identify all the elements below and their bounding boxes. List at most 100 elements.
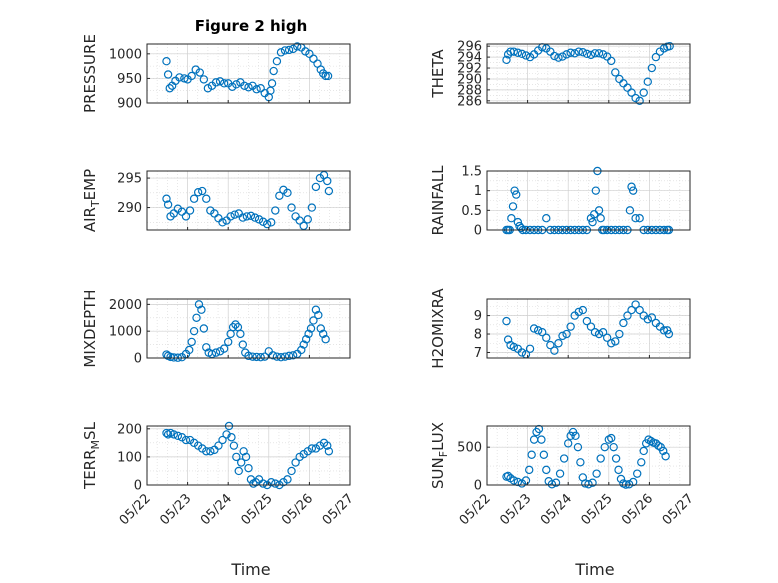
data-point — [244, 463, 253, 473]
data-point — [633, 469, 642, 478]
data-point — [314, 310, 323, 320]
data-point — [324, 186, 334, 196]
data-point — [214, 441, 223, 450]
data-point — [623, 311, 632, 320]
data-point — [284, 45, 294, 55]
y-tick-label: 950 — [117, 72, 142, 87]
data-point — [256, 84, 265, 93]
data-point — [276, 48, 286, 57]
data-point — [238, 213, 248, 222]
data-point — [627, 182, 636, 191]
subplot-h2omixra: 7 8 9 H2OMIXRA — [429, 288, 691, 369]
data-point — [550, 346, 559, 355]
y-tick-label: 294 — [457, 51, 482, 66]
data-point — [616, 474, 626, 484]
y-tick-label: 500 — [457, 441, 482, 456]
data-point — [558, 331, 567, 341]
data-point — [542, 465, 551, 475]
data-point — [169, 430, 178, 439]
data-point — [582, 316, 592, 326]
data-point — [284, 351, 294, 361]
y-axis-label: PRESSURE — [81, 34, 99, 113]
data-point — [238, 340, 248, 349]
data-point — [175, 73, 184, 82]
data-point — [517, 348, 527, 357]
data-point — [607, 339, 616, 348]
x-tick-label: 05/23 — [157, 491, 194, 528]
axes-box — [486, 425, 691, 486]
data-point — [529, 324, 539, 333]
data-point — [503, 471, 513, 481]
y-tick-label: 0 — [134, 352, 142, 367]
data-point — [562, 50, 571, 59]
data-point — [301, 47, 310, 56]
data-point — [232, 80, 241, 89]
data-point — [578, 47, 588, 57]
y-tick-label: 296 — [457, 40, 482, 55]
y-tick-label: 288 — [457, 83, 482, 98]
x-tick-label: 05/24 — [538, 491, 575, 528]
data-point — [202, 343, 211, 352]
data-point — [210, 209, 219, 218]
data-point — [574, 47, 583, 56]
data-point — [566, 48, 575, 57]
data-point — [189, 326, 199, 336]
data-point — [185, 206, 195, 215]
data-point — [321, 71, 330, 81]
y-tick-label: 7 — [474, 346, 482, 361]
y-tick-label: 900 — [117, 97, 142, 112]
data-point — [193, 188, 203, 197]
data-point — [162, 194, 171, 203]
y-tick-label: 292 — [457, 62, 482, 77]
data-point — [659, 446, 668, 456]
data-point — [539, 450, 549, 459]
y-axis-label: H2OMIXRA — [429, 288, 447, 369]
data-point — [242, 212, 252, 221]
data-point — [240, 81, 249, 90]
data-point — [192, 313, 201, 322]
data-point — [614, 465, 623, 475]
data-point — [547, 480, 557, 489]
x-tick-label: 05/27 — [320, 491, 357, 528]
data-point — [600, 442, 609, 452]
y-tick-label: 290 — [457, 72, 482, 87]
data-point — [513, 48, 523, 57]
data-point — [189, 194, 199, 203]
data-point — [554, 53, 563, 62]
y-tick-label: 0 — [474, 224, 482, 239]
data-point — [647, 313, 657, 322]
data-point — [272, 57, 282, 66]
data-point — [517, 49, 527, 59]
y-tick-label: 0.5 — [461, 204, 482, 219]
data-point — [611, 68, 620, 77]
data-point — [574, 307, 583, 317]
data-point — [555, 469, 565, 478]
data-point — [582, 49, 592, 59]
data-point — [554, 339, 563, 348]
data-point — [181, 435, 191, 445]
y-axis-label: TERRMSL — [81, 421, 102, 490]
data-point — [187, 71, 196, 81]
data-point — [588, 478, 597, 487]
data-point — [231, 320, 240, 329]
data-point — [181, 212, 191, 221]
data-point — [267, 218, 276, 227]
subplot-sun-flux: 0 500 05/22 05/23 05/24 05/25 05/26 05/27 SUNFLU… — [429, 422, 697, 528]
data-point — [516, 223, 526, 233]
data-point — [215, 77, 225, 86]
data-point — [223, 337, 233, 347]
data-point — [239, 447, 248, 456]
data-point — [307, 444, 317, 453]
axes-box — [486, 298, 691, 359]
data-point — [594, 49, 604, 58]
data-point — [319, 329, 328, 339]
plot-area — [487, 426, 690, 485]
data-point — [316, 324, 325, 333]
data-point — [562, 329, 571, 339]
data-point — [507, 213, 516, 223]
data-point — [611, 454, 621, 463]
x-tick-label: 05/22 — [457, 491, 494, 528]
data-point — [578, 305, 588, 315]
data-point — [665, 41, 674, 51]
